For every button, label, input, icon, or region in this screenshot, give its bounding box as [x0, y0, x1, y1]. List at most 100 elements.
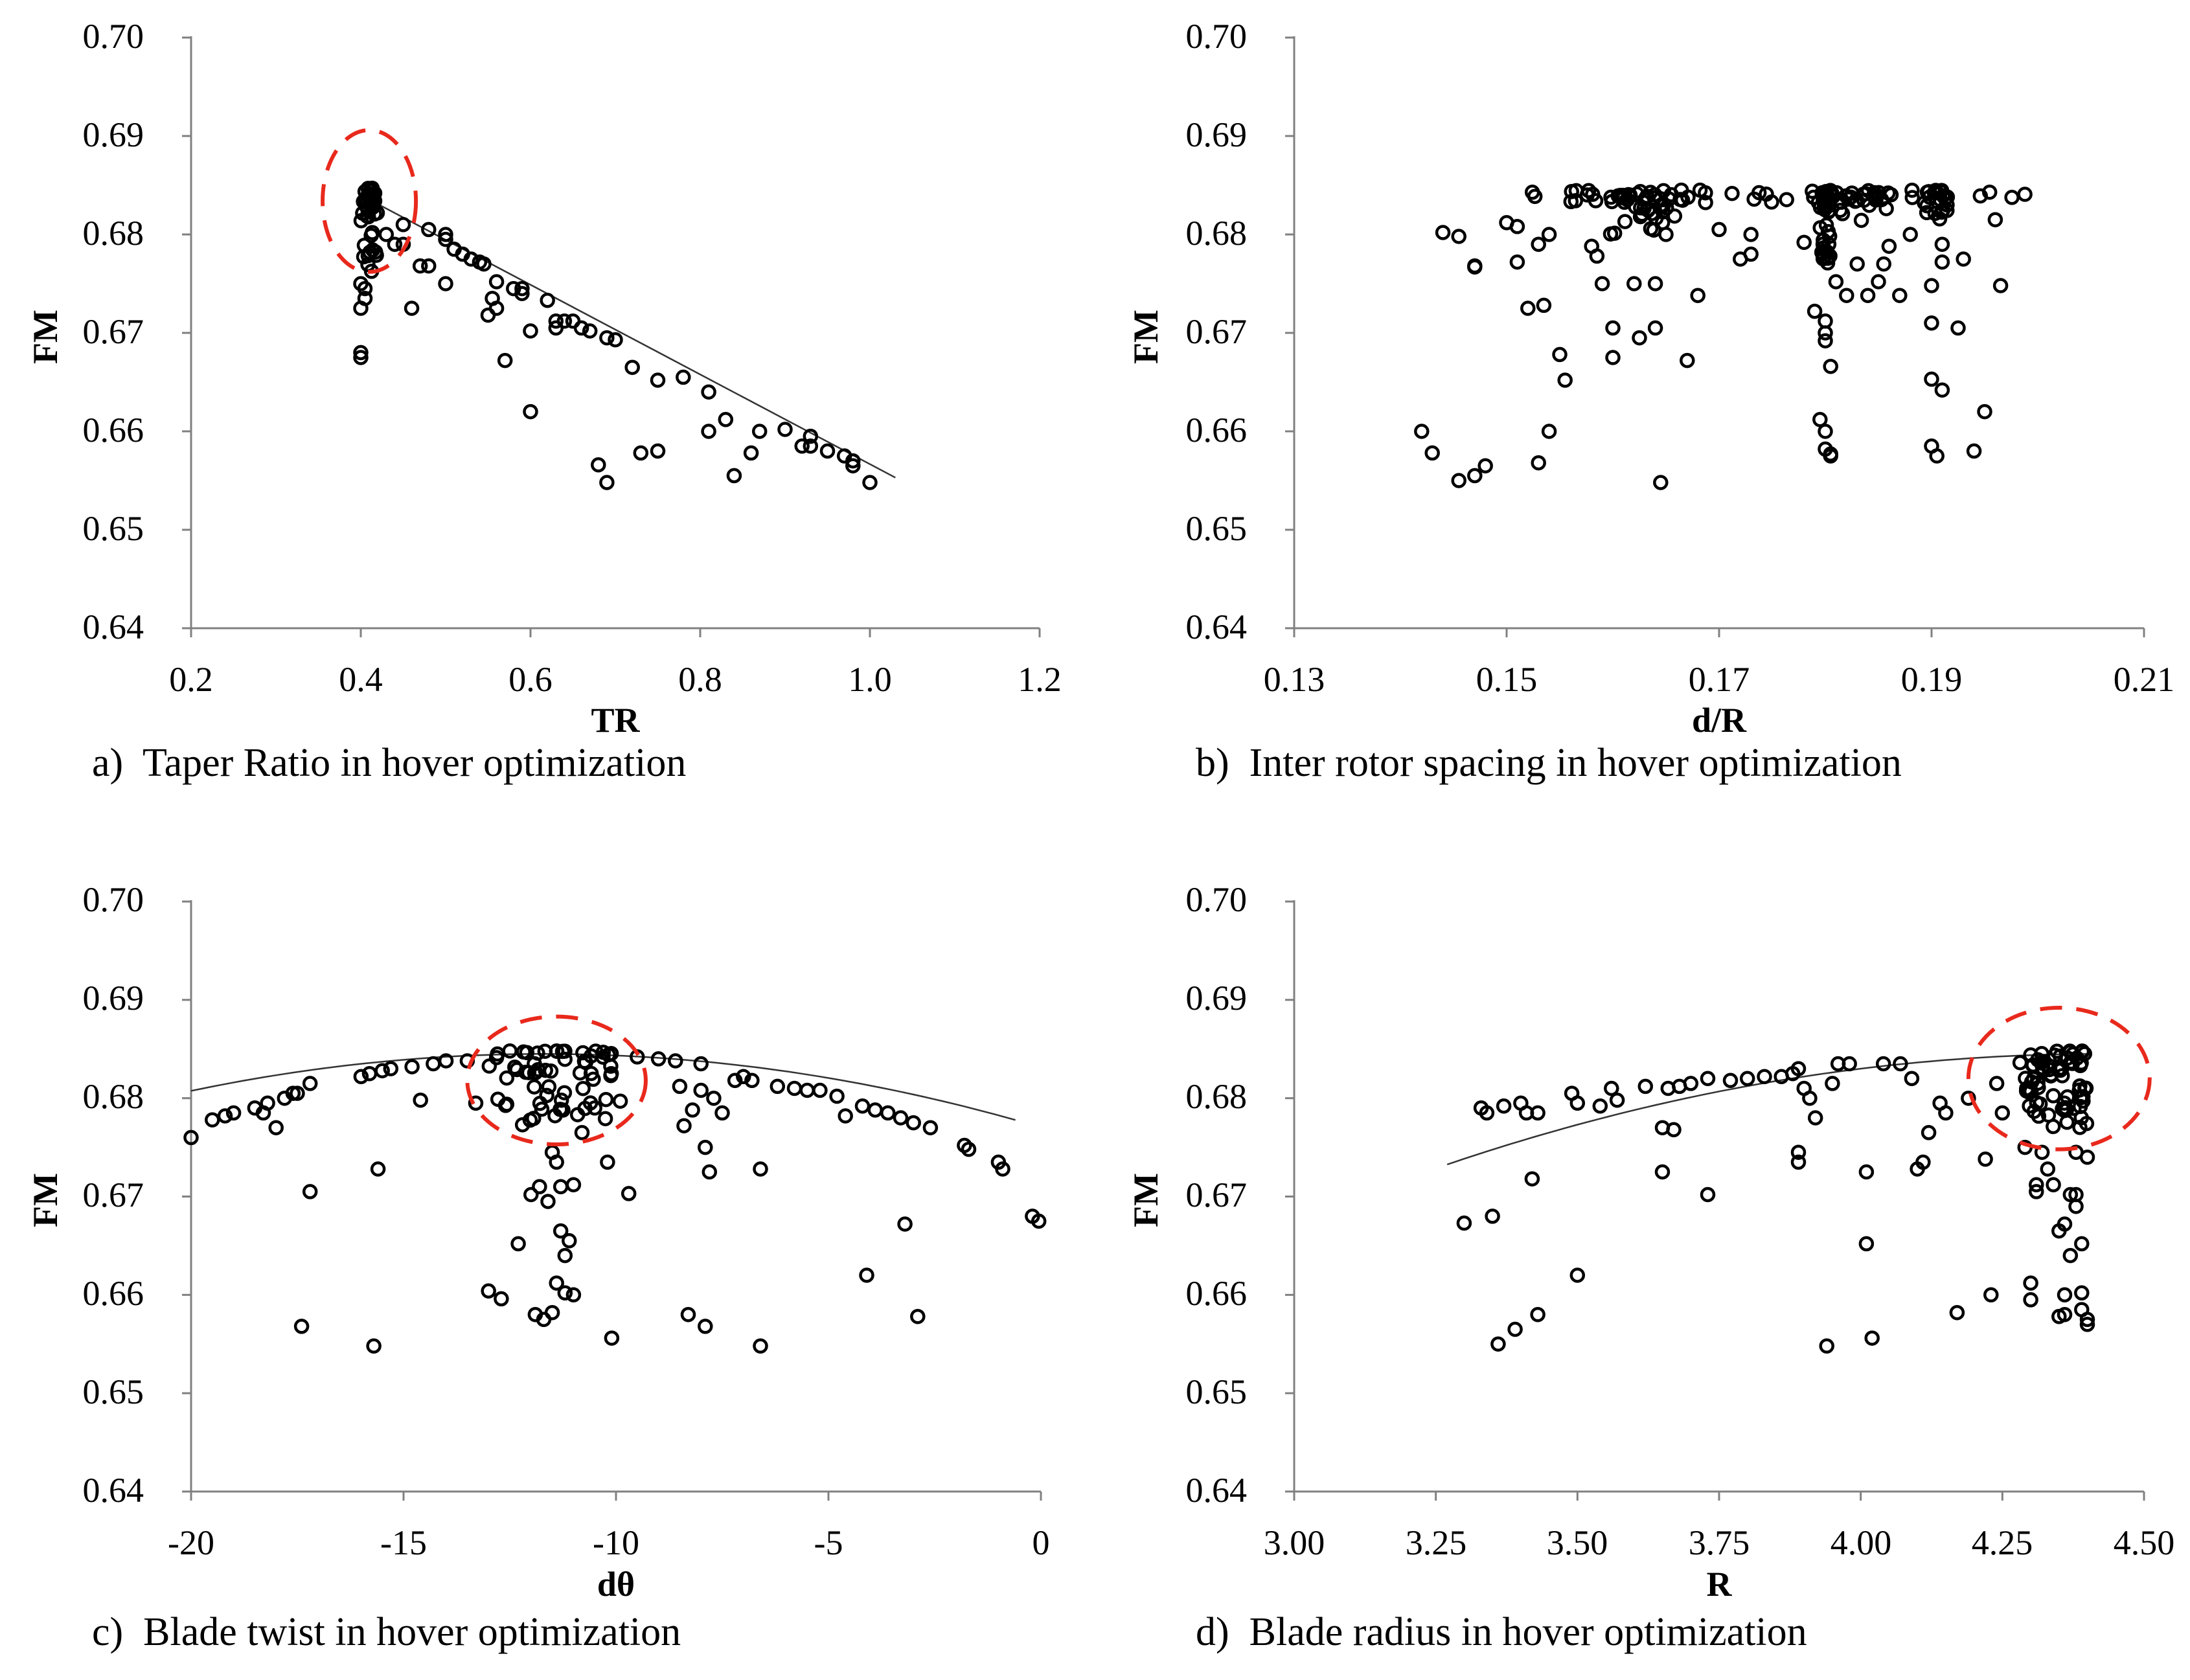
data-point — [701, 424, 716, 439]
data-point — [726, 468, 742, 484]
data-point — [412, 258, 428, 274]
data-point — [2031, 1108, 2047, 1124]
data-point — [1966, 443, 1982, 459]
data-point — [1904, 182, 1920, 198]
data-point — [786, 1080, 803, 1096]
data-point — [1585, 187, 1601, 202]
data-point — [421, 258, 437, 274]
data-point — [1796, 234, 1812, 250]
data-point — [1812, 220, 1828, 236]
y-tick-label: 0.64 — [1186, 607, 1248, 646]
x-tick-label: 0.4 — [339, 660, 383, 699]
data-point — [290, 1085, 305, 1101]
data-point — [565, 1287, 582, 1303]
data-point — [370, 1161, 386, 1177]
panel-d-y-label: FM — [1126, 1173, 1165, 1227]
data-point — [555, 1102, 571, 1118]
data-point — [1992, 278, 2009, 293]
data-point — [2046, 1177, 2061, 1193]
x-tick-label: 0 — [1032, 1523, 1050, 1562]
x-tick-label: 1.0 — [848, 660, 892, 699]
data-point — [260, 1095, 275, 1111]
data-point — [362, 245, 378, 260]
data-point — [1743, 227, 1759, 242]
data-point — [1876, 256, 1891, 272]
data-point — [1496, 1098, 1512, 1114]
y-tick-label: 0.67 — [83, 1175, 144, 1214]
data-point — [578, 1054, 593, 1071]
data-point — [1700, 1186, 1716, 1203]
data-point — [553, 1092, 569, 1108]
data-point — [557, 1285, 573, 1301]
data-point — [1950, 320, 1966, 336]
data-point — [854, 1098, 871, 1114]
data-point — [557, 1247, 573, 1264]
data-point — [1893, 1056, 1908, 1072]
data-point — [549, 1043, 565, 1059]
data-point — [1860, 288, 1876, 303]
y-tick-label: 0.69 — [1186, 979, 1248, 1017]
x-tick-label: 3.25 — [1406, 1523, 1467, 1562]
data-point — [701, 1164, 718, 1180]
x-tick-label: 0.2 — [169, 660, 213, 699]
data-point — [604, 1330, 620, 1346]
data-point — [364, 192, 380, 208]
data-point — [2074, 1044, 2090, 1060]
y-tick-label: 0.70 — [1186, 880, 1248, 919]
data-point — [587, 1100, 602, 1116]
data-point — [599, 475, 615, 490]
data-point — [2059, 1115, 2075, 1130]
data-point — [387, 236, 403, 252]
data-point — [1507, 1321, 1523, 1337]
data-point — [1977, 403, 1992, 420]
data-point — [514, 1117, 530, 1133]
data-point — [961, 1141, 977, 1157]
data-point — [2040, 1107, 2057, 1123]
data-point — [1690, 288, 1705, 303]
data-point — [1743, 246, 1759, 262]
data-point — [906, 1115, 921, 1131]
data-point — [528, 1065, 543, 1080]
data-point — [1477, 458, 1493, 473]
data-point — [701, 384, 716, 400]
data-point — [1552, 346, 1568, 363]
panel-c-y-label: FM — [26, 1173, 65, 1227]
y-tick-label: 0.64 — [83, 607, 144, 646]
data-point — [575, 1080, 591, 1096]
data-point — [1819, 1338, 1834, 1354]
y-tick-label: 0.66 — [1186, 411, 1248, 449]
data-point — [2062, 1186, 2079, 1203]
data-point — [650, 372, 666, 388]
data-point — [1654, 1164, 1671, 1180]
data-point — [1919, 205, 1935, 221]
data-point — [1594, 276, 1610, 291]
data-point — [205, 1112, 220, 1128]
data-point — [1987, 212, 2003, 227]
data-point — [2062, 1247, 2079, 1264]
data-point — [1722, 1073, 1739, 1089]
data-point — [1451, 473, 1466, 488]
data-point — [302, 1184, 318, 1199]
data-point — [569, 1107, 586, 1122]
data-point — [829, 1088, 845, 1104]
data-point — [1823, 448, 1838, 464]
data-point — [1949, 1304, 1965, 1321]
data-point — [1680, 352, 1695, 369]
data-point — [499, 1070, 515, 1086]
data-point — [2017, 187, 2033, 202]
data-point — [549, 1275, 564, 1291]
data-point — [1842, 1056, 1857, 1072]
data-point — [1812, 412, 1828, 427]
panel-d-caption: d) Blade radius in hover optimization — [1196, 1610, 1807, 1654]
data-point — [438, 231, 453, 247]
panel-d-y-ticks: 0.64 0.65 0.66 0.67 0.68 0.69 0.70 — [1186, 880, 1248, 1510]
panel-b-y-label: FM — [1126, 310, 1165, 364]
data-point — [803, 428, 819, 444]
data-point — [751, 424, 768, 439]
panel-a-caption: a) Taper Ratio in hover optimization — [92, 741, 686, 785]
data-point — [1509, 254, 1525, 270]
x-tick-label: 0.8 — [678, 660, 722, 699]
data-point — [597, 1111, 613, 1126]
panel-b-x-label: d/R — [1692, 701, 1747, 740]
y-tick-label: 0.66 — [83, 1274, 144, 1313]
